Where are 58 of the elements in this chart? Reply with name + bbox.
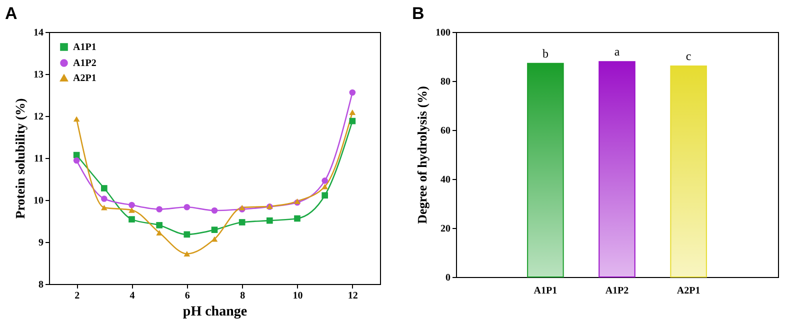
point bbox=[184, 204, 190, 210]
point bbox=[156, 222, 162, 228]
point bbox=[156, 206, 162, 212]
y-tick-label: 9 bbox=[38, 238, 44, 248]
point bbox=[101, 185, 108, 192]
point bbox=[73, 116, 80, 122]
point bbox=[349, 89, 356, 96]
x-tick-label: 8 bbox=[240, 290, 246, 302]
point bbox=[184, 231, 190, 238]
x-tick-label: A2P1 bbox=[676, 286, 700, 296]
point bbox=[294, 215, 300, 222]
x-tick-label: 10 bbox=[292, 290, 303, 302]
y-tick-label: 0 bbox=[446, 272, 450, 284]
chart-title: B bbox=[412, 4, 424, 23]
x-tick-label: A1P1 bbox=[534, 286, 558, 296]
y-tick-label: 14 bbox=[34, 28, 44, 38]
chart-title: A bbox=[5, 4, 18, 23]
legend-label: A1P1 bbox=[73, 42, 96, 53]
y-tick-label: 12 bbox=[34, 112, 44, 122]
y-axis-title: Degree of hydrolysis (%) bbox=[414, 86, 430, 224]
x-tick-label: 4 bbox=[130, 290, 135, 302]
point bbox=[211, 226, 218, 233]
x-tick-label: A1P2 bbox=[605, 286, 629, 296]
legend-label: A1P2 bbox=[73, 58, 96, 69]
annotation: c bbox=[686, 49, 692, 64]
point bbox=[322, 178, 328, 184]
point bbox=[322, 184, 328, 190]
point bbox=[349, 118, 356, 124]
y-tick-label: 20 bbox=[440, 224, 450, 234]
x-axis-title: pH change bbox=[182, 304, 248, 320]
point bbox=[128, 216, 135, 222]
point bbox=[128, 202, 135, 208]
point bbox=[322, 192, 328, 199]
point bbox=[238, 219, 246, 226]
point bbox=[266, 217, 273, 224]
annotation: b bbox=[542, 46, 548, 60]
y-tick-label: 11 bbox=[34, 154, 44, 164]
x-tick-label: 2 bbox=[74, 290, 80, 302]
y-axis-title: Protein solubility (%) bbox=[12, 98, 28, 219]
y-tick-label: 10 bbox=[34, 196, 44, 206]
point bbox=[349, 109, 356, 115]
point bbox=[211, 207, 218, 214]
x-tick-label: 6 bbox=[184, 290, 190, 302]
point bbox=[73, 157, 80, 164]
point bbox=[101, 204, 108, 210]
point bbox=[156, 230, 162, 236]
y-tick-label: 100 bbox=[436, 28, 450, 38]
y-tick-label: 40 bbox=[440, 174, 450, 186]
y-tick-label: 13 bbox=[34, 70, 44, 80]
point bbox=[211, 236, 218, 242]
point bbox=[101, 196, 108, 202]
point bbox=[184, 251, 190, 256]
y-tick-label: 80 bbox=[440, 76, 450, 88]
y-tick-label: 60 bbox=[440, 126, 450, 136]
x-tick-label: 12 bbox=[348, 290, 358, 302]
point bbox=[128, 207, 135, 213]
annotation: a bbox=[614, 44, 620, 59]
legend-label: A2P1 bbox=[73, 73, 96, 84]
